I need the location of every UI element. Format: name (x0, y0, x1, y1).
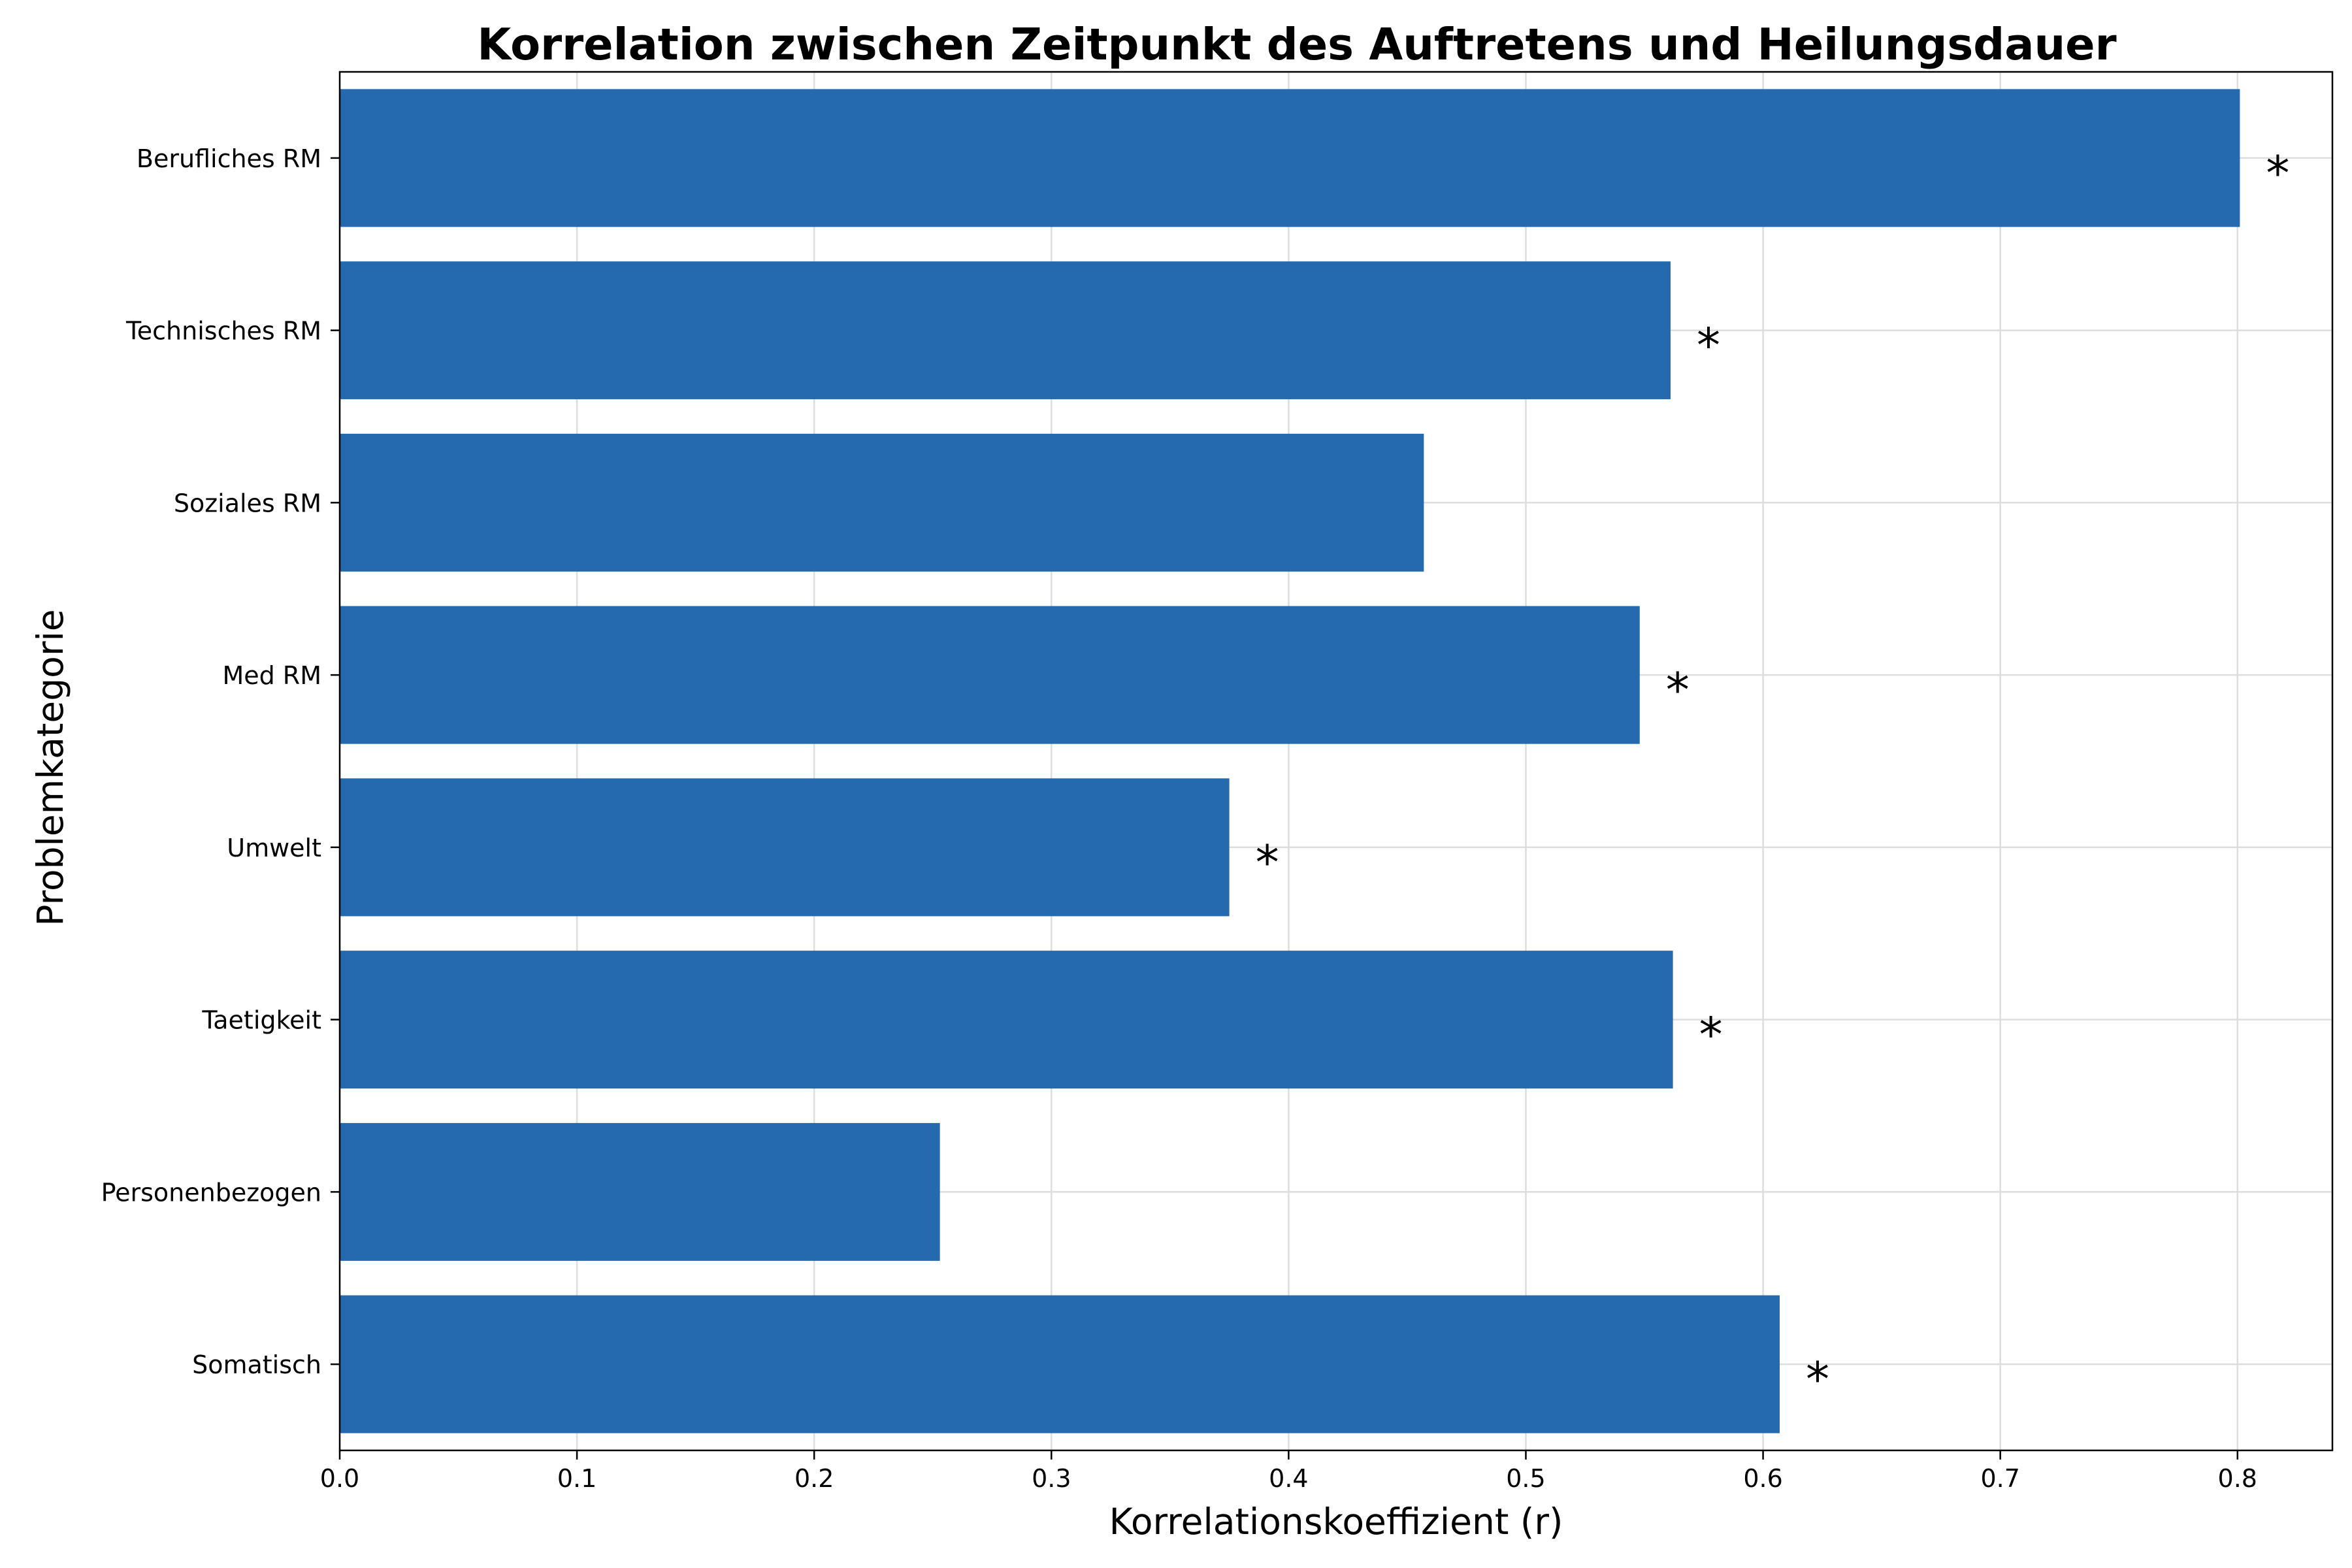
y-axis-label: Problemkategorie (29, 609, 71, 926)
x-tick-label: 0.5 (1506, 1464, 1545, 1493)
x-tick-label: 0.4 (1269, 1464, 1308, 1493)
chart-title: Korrelation zwischen Zeitpunkt des Auftr… (477, 19, 2116, 70)
bar (340, 261, 1671, 399)
y-tick-label: Technisches RM (125, 317, 321, 346)
significance-marker: * (2266, 146, 2289, 201)
bar (340, 951, 1673, 1088)
bar (340, 1296, 1780, 1433)
x-tick-label: 0.0 (320, 1464, 359, 1493)
x-tick-label: 0.3 (1032, 1464, 1071, 1493)
bar (340, 778, 1230, 916)
significance-marker: * (1699, 1007, 1723, 1062)
x-tick-label: 0.8 (2218, 1464, 2257, 1493)
y-tick-label: Med RM (222, 661, 321, 690)
y-tick-label: Soziales RM (174, 489, 321, 517)
significance-marker: * (1697, 318, 1720, 373)
bar (340, 89, 2240, 227)
significance-marker: * (1666, 662, 1690, 717)
y-tick-label: Berufliches RM (137, 144, 321, 173)
x-tick-label: 0.1 (557, 1464, 596, 1493)
x-tick-label: 0.6 (1743, 1464, 1782, 1493)
y-tick-label: Somatisch (192, 1350, 321, 1379)
significance-marker: * (1256, 835, 1279, 890)
bar (340, 434, 1424, 572)
significance-marker: * (1806, 1352, 1829, 1407)
x-axis-label: Korrelationskoeffizient (r) (1109, 1501, 1563, 1543)
x-tick-label: 0.7 (1980, 1464, 2019, 1493)
y-tick-label: Taetigkeit (201, 1006, 321, 1035)
y-tick-label: Personenbezogen (101, 1178, 321, 1207)
bar (340, 606, 1640, 744)
y-tick-label: Umwelt (227, 834, 321, 862)
bar (340, 1123, 940, 1261)
x-tick-label: 0.2 (794, 1464, 834, 1493)
